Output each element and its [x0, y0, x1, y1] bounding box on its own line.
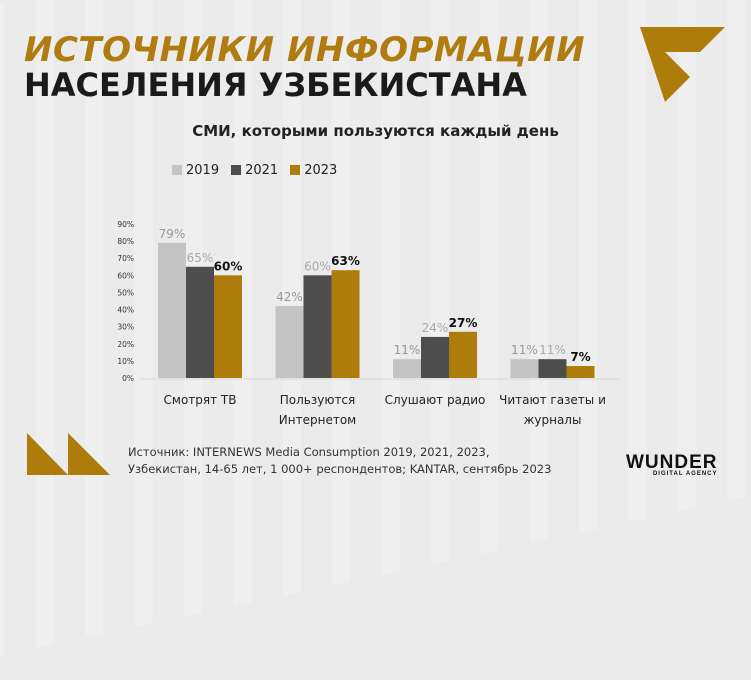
wunder-logo: WUNDER DIGITAL AGENCY: [626, 452, 718, 477]
category-label: Читают газеты и: [499, 393, 606, 407]
chart-title: СМИ, которыми пользуются каждый день: [192, 122, 559, 140]
bar-2023: [331, 270, 360, 378]
corner-chevron-left-a: [27, 433, 68, 475]
category-label: Интернетом: [279, 413, 356, 427]
bar-2023: [449, 331, 477, 378]
bar-chart: 0%10%20%30%40%50%60%70%80%90%79%65%60%См…: [27, 27, 725, 475]
data-label: 42%: [276, 290, 303, 304]
legend-item-2023: 2023: [290, 163, 337, 178]
y-tick-label: 0%: [122, 374, 134, 383]
category-label: Пользуются: [280, 393, 356, 407]
data-label: 65%: [187, 251, 214, 265]
data-label: 79%: [159, 227, 186, 241]
corner-chevron-top-right: [640, 27, 725, 102]
category-label: Смотрят ТВ: [164, 393, 237, 407]
bar-2021: [538, 359, 567, 378]
bar-2021: [421, 336, 449, 378]
data-label: 7%: [570, 350, 590, 364]
bar-2021: [186, 266, 214, 378]
y-tick-label: 60%: [117, 271, 134, 280]
data-label: 11%: [511, 343, 538, 357]
data-label: 11%: [394, 343, 421, 357]
y-tick-label: 90%: [117, 220, 134, 229]
y-tick-label: 30%: [117, 323, 134, 332]
bar-2019: [510, 359, 539, 378]
corner-chevron-left-b: [68, 433, 110, 475]
data-label: 11%: [539, 343, 566, 357]
legend: 2019 2021 2023: [172, 163, 337, 178]
title-line-2: НАСЕЛЕНИЯ УЗБЕКИСТАНА: [24, 66, 527, 104]
bar-2019: [158, 242, 186, 378]
bar-2023: [214, 275, 242, 378]
y-tick-label: 20%: [117, 340, 134, 349]
legend-item-2021: 2021: [231, 163, 278, 178]
data-label: 60%: [214, 259, 243, 273]
bar-2019: [393, 359, 421, 378]
y-tick-label: 10%: [117, 357, 134, 366]
data-label: 63%: [331, 254, 360, 268]
title-line-1: ИСТОЧНИКИ ИНФОРМАЦИИ: [24, 30, 586, 70]
data-label: 24%: [422, 321, 449, 335]
data-label: 27%: [449, 316, 478, 330]
y-tick-label: 40%: [117, 306, 134, 315]
y-tick-label: 80%: [117, 237, 134, 246]
data-label: 60%: [304, 259, 331, 273]
category-label: Слушают радио: [385, 393, 486, 407]
bar-2023: [566, 366, 595, 378]
y-tick-label: 50%: [117, 288, 134, 297]
category-label: журналы: [524, 413, 582, 427]
y-tick-label: 70%: [117, 254, 134, 263]
source-note: Источник: INTERNEWS Media Consumption 20…: [128, 445, 552, 476]
legend-item-2019: 2019: [172, 163, 219, 178]
bar-2021: [303, 275, 332, 378]
bar-2019: [275, 306, 304, 378]
